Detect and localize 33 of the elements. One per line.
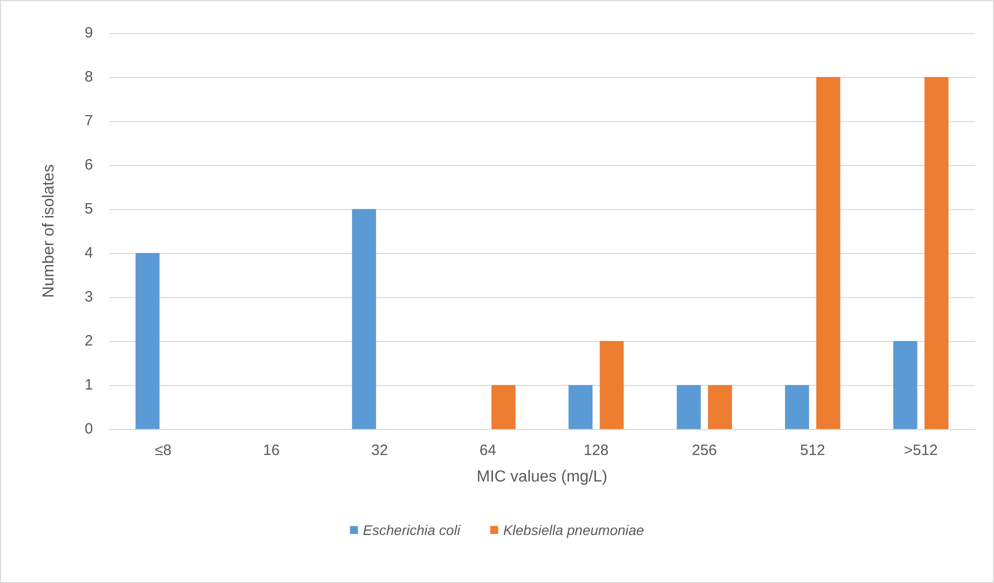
x-tick-label: 128 — [584, 442, 609, 459]
bar — [924, 77, 948, 429]
bar — [568, 385, 593, 429]
y-tick-label: 5 — [84, 200, 93, 218]
bar — [352, 209, 376, 429]
bar — [816, 77, 840, 429]
legend-label: Klebsiella pneumoniae — [503, 522, 644, 538]
y-tick-label: 6 — [84, 156, 93, 174]
x-axis-title: MIC values (mg/L) — [476, 468, 608, 486]
bar — [785, 385, 810, 429]
y-tick-label: 7 — [84, 112, 93, 130]
y-tick-label: 8 — [84, 68, 93, 86]
bar — [136, 253, 160, 429]
x-tick-label: ≤8 — [154, 442, 172, 459]
bar — [600, 341, 624, 429]
bar — [708, 385, 732, 429]
y-tick-label: 2 — [84, 332, 93, 350]
bar — [893, 341, 918, 429]
y-tick-label: 9 — [84, 24, 93, 42]
x-tick-label: >512 — [904, 442, 938, 459]
x-tick-label: 16 — [263, 442, 280, 459]
x-tick-label: 32 — [371, 442, 388, 459]
y-tick-label: 4 — [84, 244, 93, 262]
y-axis-title: Number of isolates — [40, 164, 58, 298]
y-tick-label: 0 — [84, 420, 93, 438]
legend-label: Escherichia coli — [362, 522, 462, 538]
x-tick-label: 512 — [800, 442, 826, 459]
y-tick-label: 3 — [84, 288, 93, 306]
bar — [491, 385, 516, 429]
bar — [676, 385, 701, 429]
x-tick-label: 256 — [692, 442, 717, 459]
x-tick-label: 64 — [480, 442, 496, 459]
y-tick-label: 1 — [84, 376, 93, 394]
